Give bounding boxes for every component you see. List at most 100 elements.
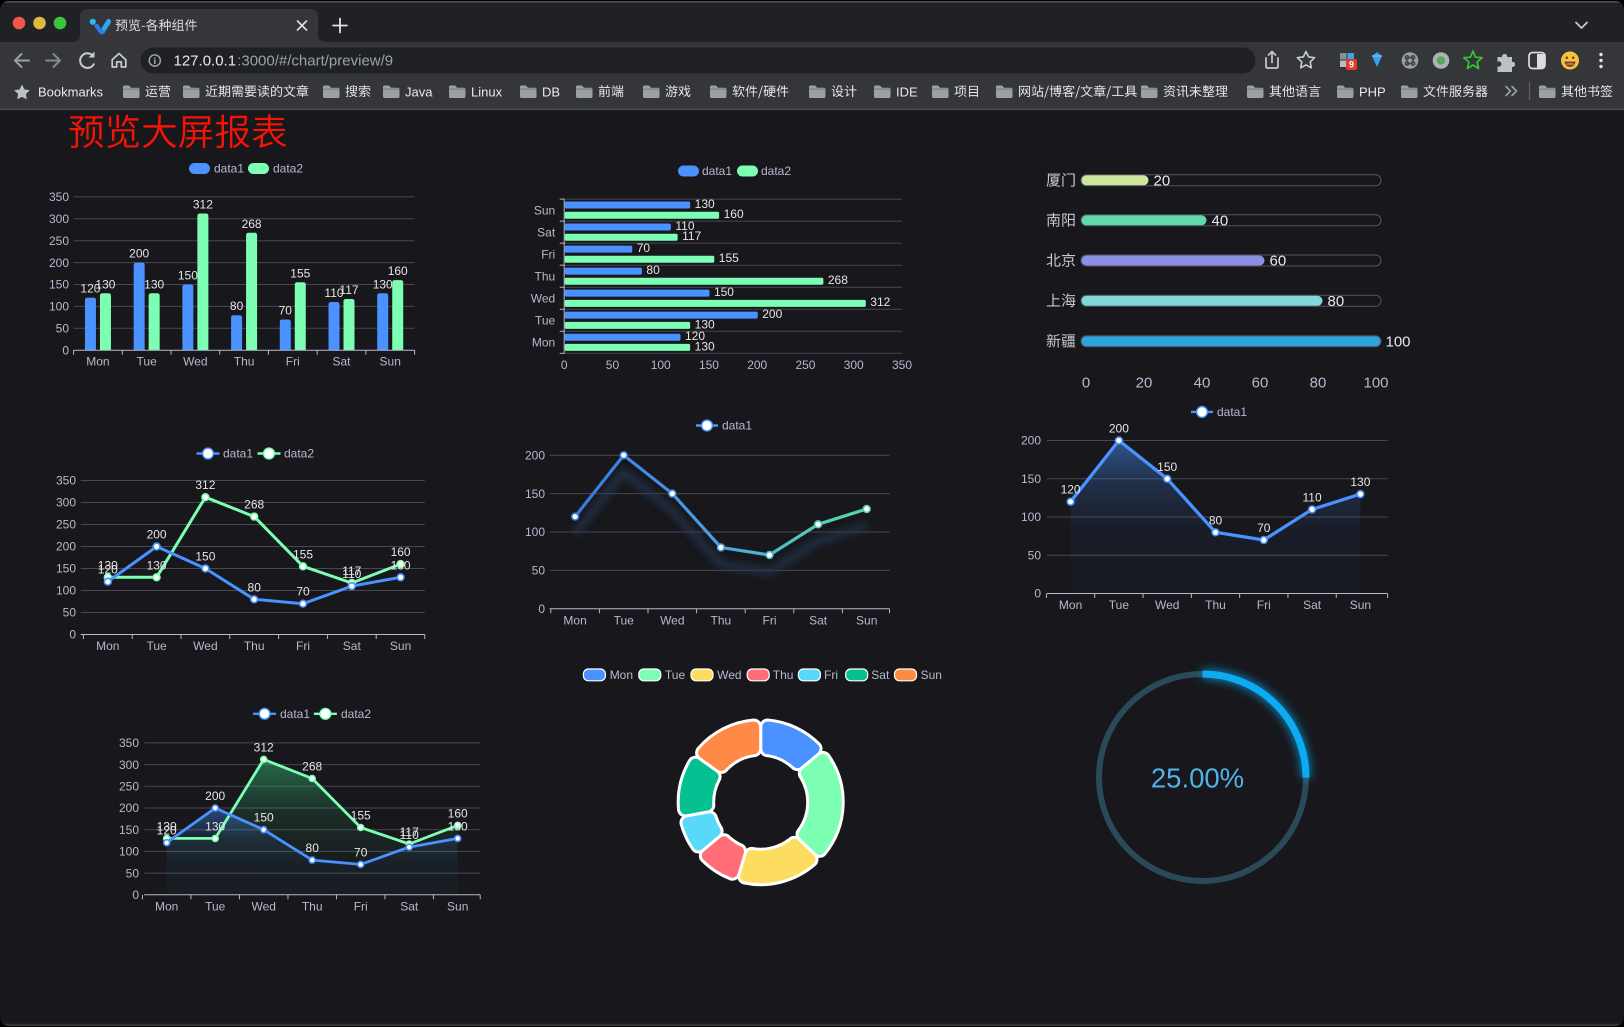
svg-text:120: 120 bbox=[1061, 483, 1081, 497]
svg-text:60: 60 bbox=[1270, 253, 1287, 270]
svg-text:120: 120 bbox=[685, 329, 705, 343]
svg-text:250: 250 bbox=[49, 234, 69, 248]
svg-text:Fri: Fri bbox=[541, 247, 555, 261]
svg-text:0: 0 bbox=[132, 888, 139, 902]
svg-text:70: 70 bbox=[1257, 521, 1271, 535]
svg-text:Java: Java bbox=[405, 85, 433, 100]
svg-text:40: 40 bbox=[1212, 213, 1229, 230]
svg-text:Tue: Tue bbox=[1109, 598, 1130, 612]
svg-text:150: 150 bbox=[699, 358, 719, 372]
svg-text:Fri: Fri bbox=[824, 668, 838, 682]
svg-text:150: 150 bbox=[119, 823, 139, 837]
svg-text:Sat: Sat bbox=[332, 355, 351, 369]
svg-text:Fri: Fri bbox=[354, 899, 368, 913]
svg-text:268: 268 bbox=[244, 498, 264, 512]
svg-text:70: 70 bbox=[279, 304, 293, 318]
svg-text:data2: data2 bbox=[273, 162, 303, 176]
svg-text:117: 117 bbox=[342, 564, 361, 578]
svg-text:150: 150 bbox=[714, 285, 734, 299]
svg-text:130: 130 bbox=[1350, 475, 1370, 489]
svg-text:Tue: Tue bbox=[614, 613, 635, 627]
svg-text:data1: data1 bbox=[214, 162, 244, 176]
svg-text:50: 50 bbox=[1028, 548, 1042, 562]
svg-text:117: 117 bbox=[400, 825, 419, 839]
svg-text:PHP: PHP bbox=[1359, 85, 1386, 100]
svg-text:300: 300 bbox=[49, 212, 69, 226]
svg-text:60: 60 bbox=[1252, 375, 1269, 392]
svg-text:data2: data2 bbox=[761, 164, 791, 178]
svg-text:data1: data1 bbox=[1217, 405, 1247, 419]
svg-text:80: 80 bbox=[306, 841, 320, 855]
svg-text:Tue: Tue bbox=[535, 313, 556, 327]
svg-text:data2: data2 bbox=[284, 447, 314, 461]
svg-text:20: 20 bbox=[1136, 375, 1153, 392]
svg-text:150: 150 bbox=[1021, 472, 1041, 486]
svg-text:Sun: Sun bbox=[1350, 598, 1371, 612]
svg-text:70: 70 bbox=[296, 585, 310, 599]
svg-text:Thu: Thu bbox=[234, 355, 255, 369]
svg-text:Sun: Sun bbox=[534, 203, 555, 217]
svg-text:data1: data1 bbox=[722, 419, 752, 433]
svg-text:130: 130 bbox=[98, 558, 118, 572]
svg-text:312: 312 bbox=[195, 478, 215, 492]
svg-text:IDE: IDE bbox=[896, 85, 918, 100]
svg-text:Fri: Fri bbox=[1257, 598, 1271, 612]
svg-text:Wed: Wed bbox=[717, 668, 741, 682]
svg-text:200: 200 bbox=[49, 256, 69, 270]
svg-text:350: 350 bbox=[892, 358, 912, 372]
svg-text:300: 300 bbox=[119, 758, 139, 772]
svg-text:130: 130 bbox=[391, 558, 411, 572]
svg-text:data2: data2 bbox=[341, 707, 371, 721]
svg-text:200: 200 bbox=[762, 307, 782, 321]
svg-text:0: 0 bbox=[1034, 587, 1041, 601]
svg-text:data1: data1 bbox=[280, 707, 310, 721]
svg-text:Thu: Thu bbox=[302, 899, 323, 913]
svg-text:50: 50 bbox=[126, 866, 140, 880]
svg-text:150: 150 bbox=[195, 550, 215, 564]
svg-text:120: 120 bbox=[80, 282, 100, 296]
svg-text:Mon: Mon bbox=[86, 355, 109, 369]
svg-text:200: 200 bbox=[119, 801, 139, 815]
svg-text:70: 70 bbox=[637, 241, 651, 255]
svg-text:Thu: Thu bbox=[711, 613, 732, 627]
svg-text:0: 0 bbox=[1082, 375, 1090, 392]
svg-text:80: 80 bbox=[646, 263, 660, 277]
svg-text:Thu: Thu bbox=[244, 639, 265, 653]
svg-text::3000/#/chart/preview/9: :3000/#/chart/preview/9 bbox=[237, 52, 393, 69]
svg-text:0: 0 bbox=[561, 358, 568, 372]
svg-text:DB: DB bbox=[542, 85, 560, 100]
svg-text:80: 80 bbox=[248, 580, 262, 594]
svg-text:160: 160 bbox=[448, 806, 468, 820]
svg-text:150: 150 bbox=[525, 487, 545, 501]
svg-text:127.0.0.1: 127.0.0.1 bbox=[174, 52, 237, 69]
svg-text:312: 312 bbox=[870, 295, 890, 309]
svg-text:80: 80 bbox=[1209, 513, 1223, 527]
svg-text:Tue: Tue bbox=[146, 639, 167, 653]
svg-text:110: 110 bbox=[324, 286, 343, 300]
svg-text:Mon: Mon bbox=[610, 668, 633, 682]
svg-text:Linux: Linux bbox=[471, 85, 503, 100]
svg-text:100: 100 bbox=[1363, 375, 1388, 392]
svg-text:350: 350 bbox=[49, 190, 69, 204]
svg-text:Sat: Sat bbox=[537, 225, 556, 239]
svg-text:150: 150 bbox=[178, 269, 198, 283]
svg-text:100: 100 bbox=[1386, 333, 1411, 350]
svg-text:Tue: Tue bbox=[137, 355, 158, 369]
svg-text:130: 130 bbox=[95, 277, 115, 291]
svg-text:130: 130 bbox=[144, 277, 164, 291]
svg-text:Wed: Wed bbox=[531, 291, 555, 305]
svg-text:155: 155 bbox=[351, 809, 371, 823]
svg-text:Sun: Sun bbox=[380, 355, 401, 369]
svg-text:312: 312 bbox=[193, 198, 213, 212]
svg-text:160: 160 bbox=[724, 207, 744, 221]
svg-text:Mon: Mon bbox=[96, 639, 119, 653]
svg-text:Sat: Sat bbox=[400, 899, 419, 913]
svg-text:Sun: Sun bbox=[856, 613, 877, 627]
svg-text:100: 100 bbox=[651, 358, 671, 372]
svg-text:110: 110 bbox=[675, 219, 694, 233]
svg-text:150: 150 bbox=[254, 811, 274, 825]
svg-text:Thu: Thu bbox=[773, 668, 794, 682]
svg-text:Sun: Sun bbox=[447, 899, 468, 913]
svg-text:80: 80 bbox=[1328, 293, 1345, 310]
svg-text:160: 160 bbox=[391, 545, 411, 559]
